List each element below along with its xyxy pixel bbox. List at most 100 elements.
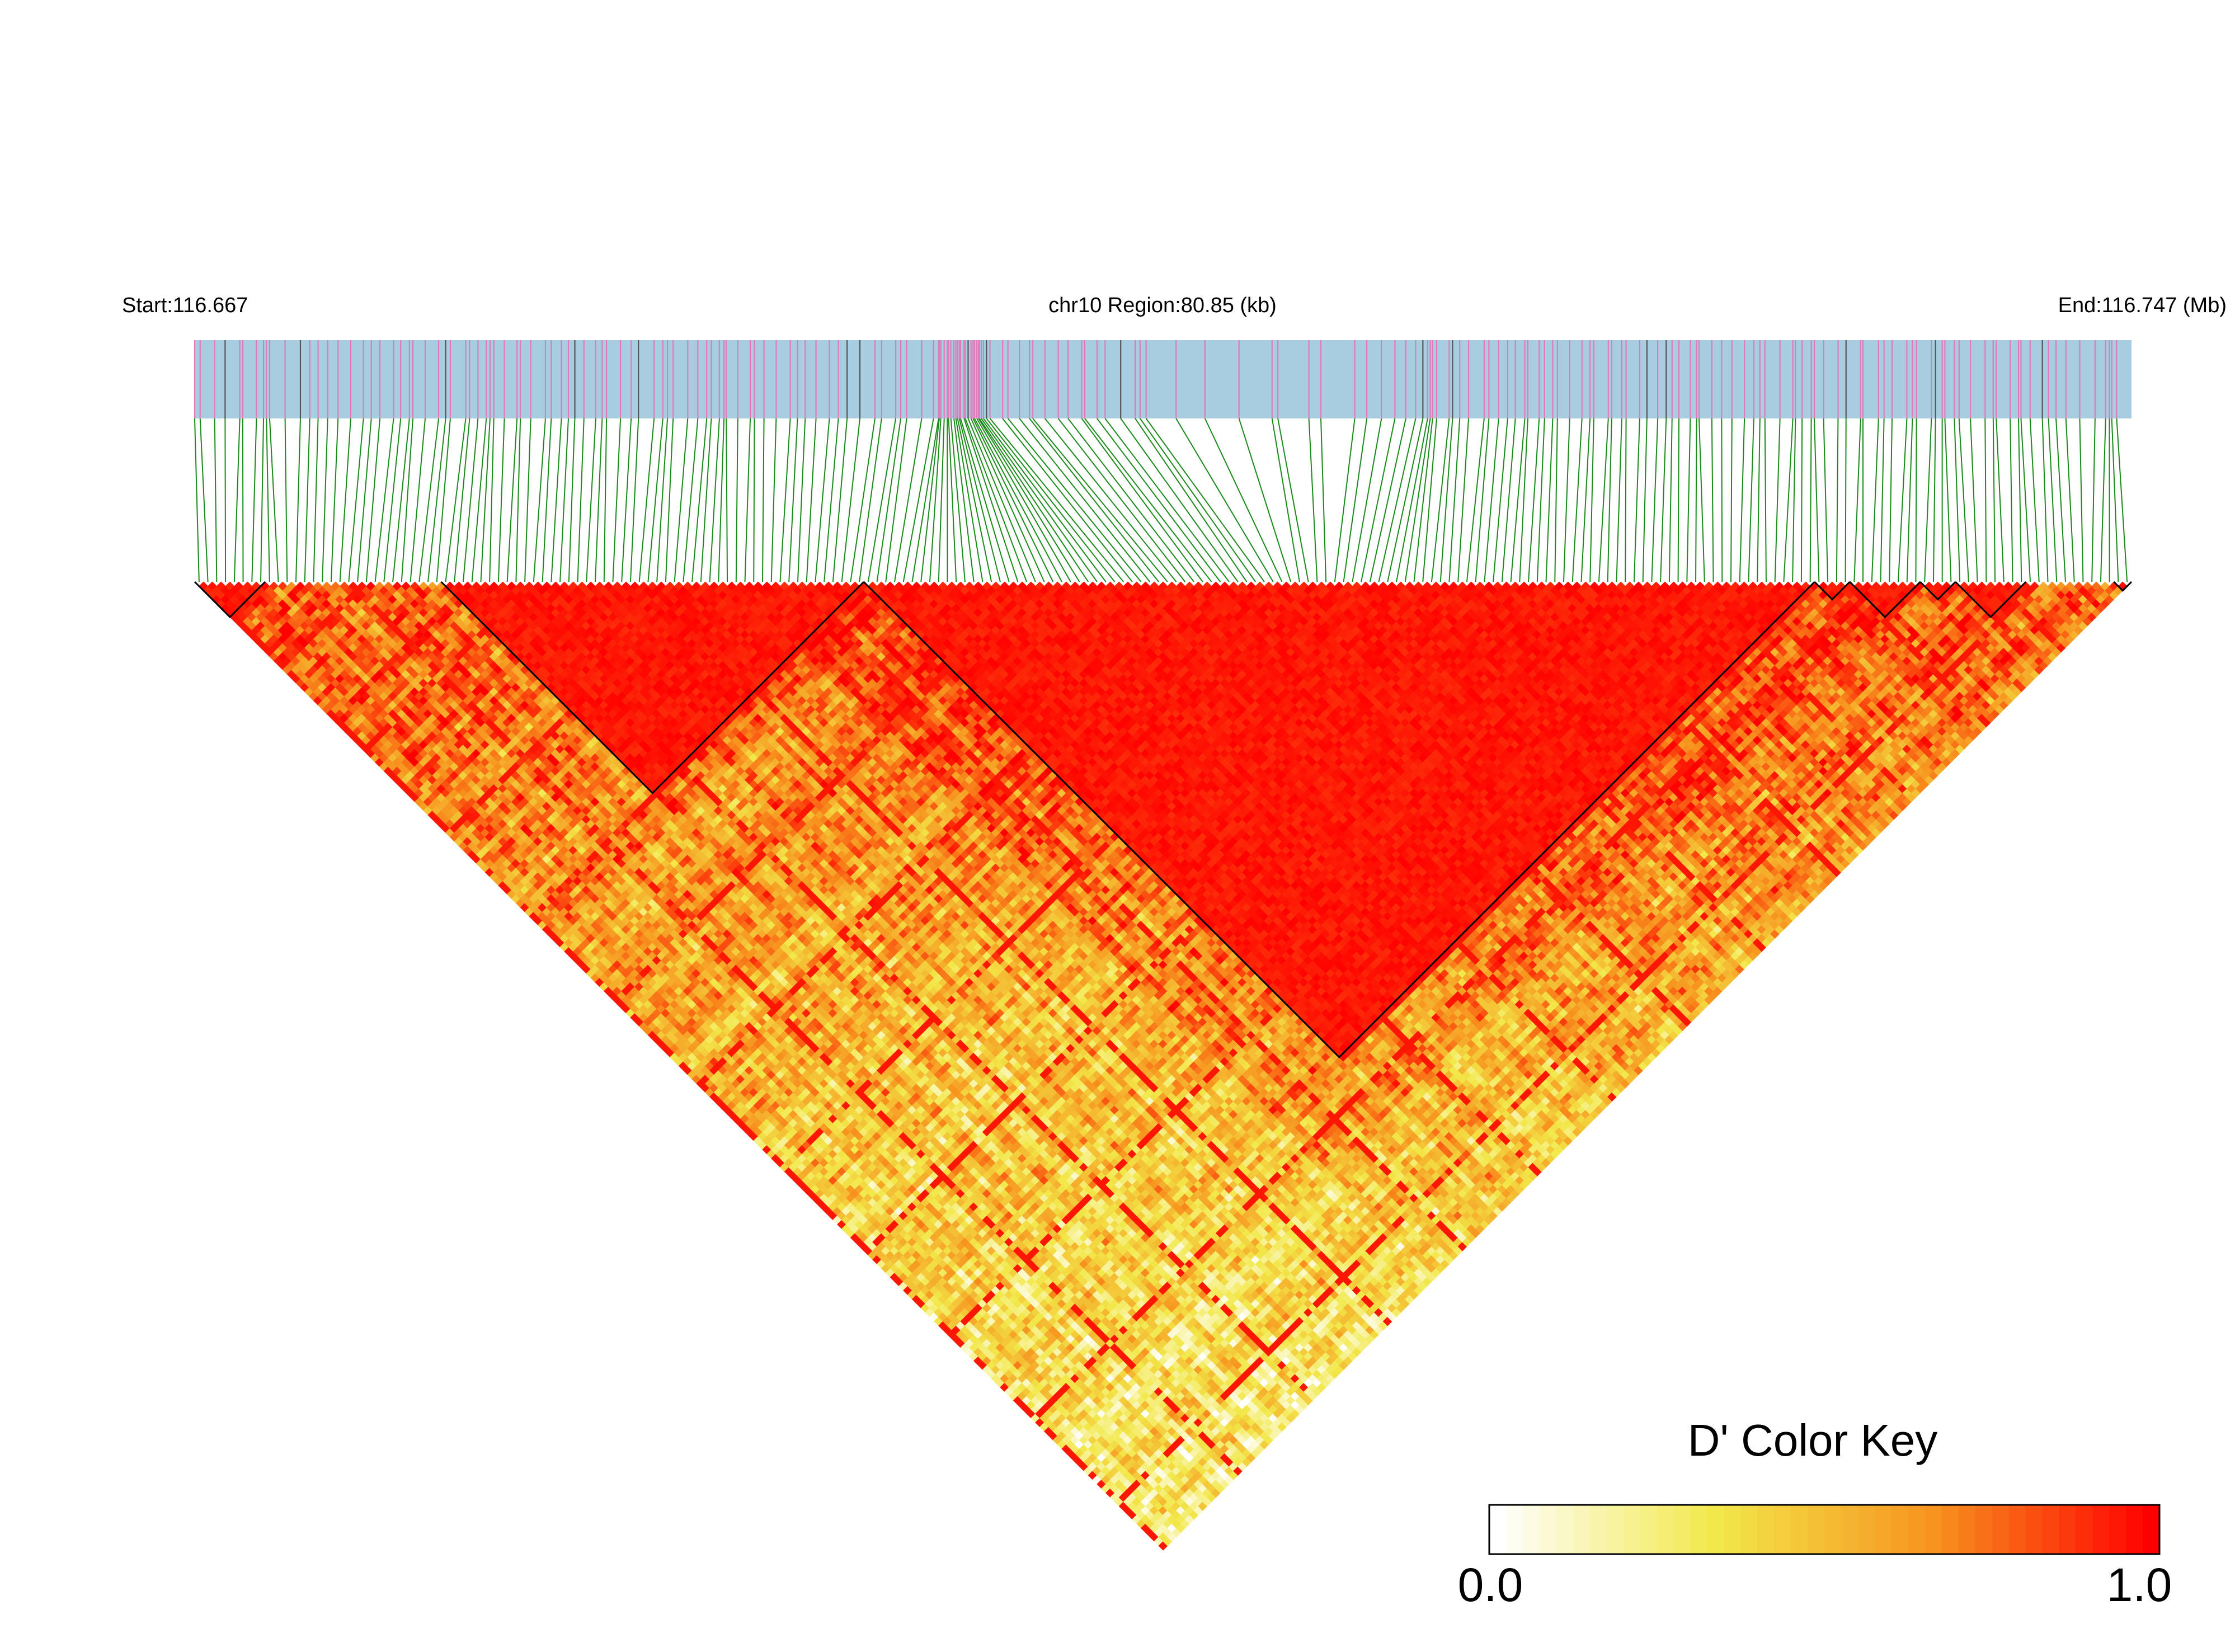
snp-connector bbox=[1814, 418, 1820, 582]
ld-cell bbox=[520, 876, 530, 886]
snp-connector bbox=[1651, 418, 1659, 582]
snp-connector bbox=[1029, 418, 1159, 582]
snp-connector bbox=[1484, 418, 1499, 582]
ld-cell bbox=[445, 819, 455, 829]
snp-connector bbox=[339, 418, 351, 582]
ld-cell bbox=[265, 638, 275, 648]
snp-connector bbox=[1352, 418, 1382, 582]
snp-connector bbox=[929, 418, 942, 582]
snp-connector bbox=[2020, 418, 2031, 582]
snp-connector bbox=[1792, 418, 1796, 582]
ld-cell bbox=[436, 819, 446, 829]
ld-cell bbox=[383, 757, 393, 768]
snp-connector bbox=[357, 418, 372, 582]
snp-connector bbox=[322, 418, 328, 582]
ld-heatmap-cells bbox=[199, 581, 2128, 1551]
ld-cell bbox=[524, 881, 534, 891]
snp-connector bbox=[1633, 418, 1640, 582]
snp-connector bbox=[953, 418, 975, 582]
snp-connector bbox=[779, 418, 791, 582]
ld-cell bbox=[920, 1295, 930, 1304]
ld-cell bbox=[269, 634, 279, 644]
snp-connector bbox=[1081, 418, 1203, 582]
ld-cell bbox=[199, 581, 209, 591]
snp-connector bbox=[1378, 418, 1417, 582]
snp-connector bbox=[981, 418, 1098, 582]
snp-connector bbox=[691, 418, 708, 582]
snp-connector bbox=[1277, 418, 1309, 582]
snp-connector bbox=[2100, 418, 2106, 582]
snp-connector bbox=[568, 418, 576, 582]
ld-cell bbox=[678, 1061, 688, 1071]
snp-connector bbox=[1800, 418, 1803, 582]
ld-cell bbox=[683, 1065, 693, 1075]
snp-connector bbox=[2041, 418, 2049, 582]
ld-cell bbox=[251, 634, 261, 644]
snp-connector bbox=[1404, 418, 1431, 582]
ld-cell bbox=[515, 881, 525, 891]
snp-bar-background bbox=[195, 340, 2132, 418]
snp-connector bbox=[1660, 418, 1667, 582]
snp-connector bbox=[970, 418, 1045, 582]
snp-connector bbox=[1343, 418, 1368, 582]
snp-connector bbox=[497, 418, 505, 582]
snp-connector bbox=[1598, 418, 1609, 582]
ld-cell bbox=[379, 761, 389, 771]
ld-cell bbox=[498, 881, 508, 891]
snp-connector bbox=[665, 418, 674, 582]
snp-connector bbox=[841, 418, 861, 582]
snp-connector bbox=[1774, 418, 1781, 582]
snp-connector bbox=[1757, 418, 1761, 582]
snp-connector bbox=[269, 418, 279, 582]
snp-connector bbox=[1554, 418, 1558, 582]
snp-connector bbox=[1422, 418, 1437, 582]
snp-connector bbox=[885, 418, 907, 582]
snp-connector bbox=[950, 418, 966, 582]
snp-connector bbox=[1032, 418, 1168, 582]
ld-cell bbox=[859, 1241, 869, 1251]
snp-connector bbox=[1616, 418, 1622, 582]
snp-connector bbox=[674, 418, 689, 582]
snp-connector bbox=[1334, 418, 1356, 582]
snp-connector bbox=[948, 418, 957, 582]
ld-cell bbox=[260, 634, 270, 644]
snp-connector bbox=[1897, 418, 1908, 582]
ld-cell bbox=[432, 815, 442, 825]
ld-cell bbox=[208, 581, 217, 591]
snp-connector bbox=[1369, 418, 1406, 582]
ld-cell bbox=[1039, 1422, 1050, 1432]
ld-cell bbox=[274, 638, 283, 648]
snp-connector bbox=[2116, 418, 2128, 582]
snp-connector bbox=[963, 418, 1019, 582]
snp-connector bbox=[427, 418, 446, 582]
snp-connector bbox=[911, 418, 939, 582]
snp-connector bbox=[1871, 418, 1879, 582]
snp-connector bbox=[1457, 418, 1470, 582]
snp-connector bbox=[1007, 418, 1142, 582]
snp-connector bbox=[1002, 418, 1133, 582]
snp-connector bbox=[374, 418, 394, 582]
snp-connector bbox=[1992, 418, 1996, 582]
ld-cell bbox=[458, 815, 468, 825]
snp-connector bbox=[1175, 418, 1274, 582]
snp-connector bbox=[938, 418, 945, 582]
snp-connector bbox=[1396, 418, 1428, 582]
snp-connector bbox=[656, 418, 669, 582]
ld-cell bbox=[326, 700, 336, 710]
ld-cell bbox=[859, 1232, 869, 1242]
snp-connector bbox=[1932, 418, 1936, 582]
snp-connector bbox=[806, 418, 817, 582]
snp-connector bbox=[2018, 418, 2022, 582]
snp-connector bbox=[770, 418, 777, 582]
snp-connector bbox=[577, 418, 585, 582]
snp-connector bbox=[1448, 418, 1461, 582]
snp-connector bbox=[797, 418, 806, 582]
ld-cell bbox=[449, 823, 459, 834]
snp-connector bbox=[1104, 418, 1230, 582]
snp-connector bbox=[964, 418, 1028, 582]
snp-connector bbox=[955, 418, 984, 582]
snp-connector bbox=[974, 418, 1062, 582]
ld-cell bbox=[507, 881, 516, 891]
snp-connector bbox=[1536, 418, 1545, 582]
snp-connector bbox=[251, 418, 257, 582]
